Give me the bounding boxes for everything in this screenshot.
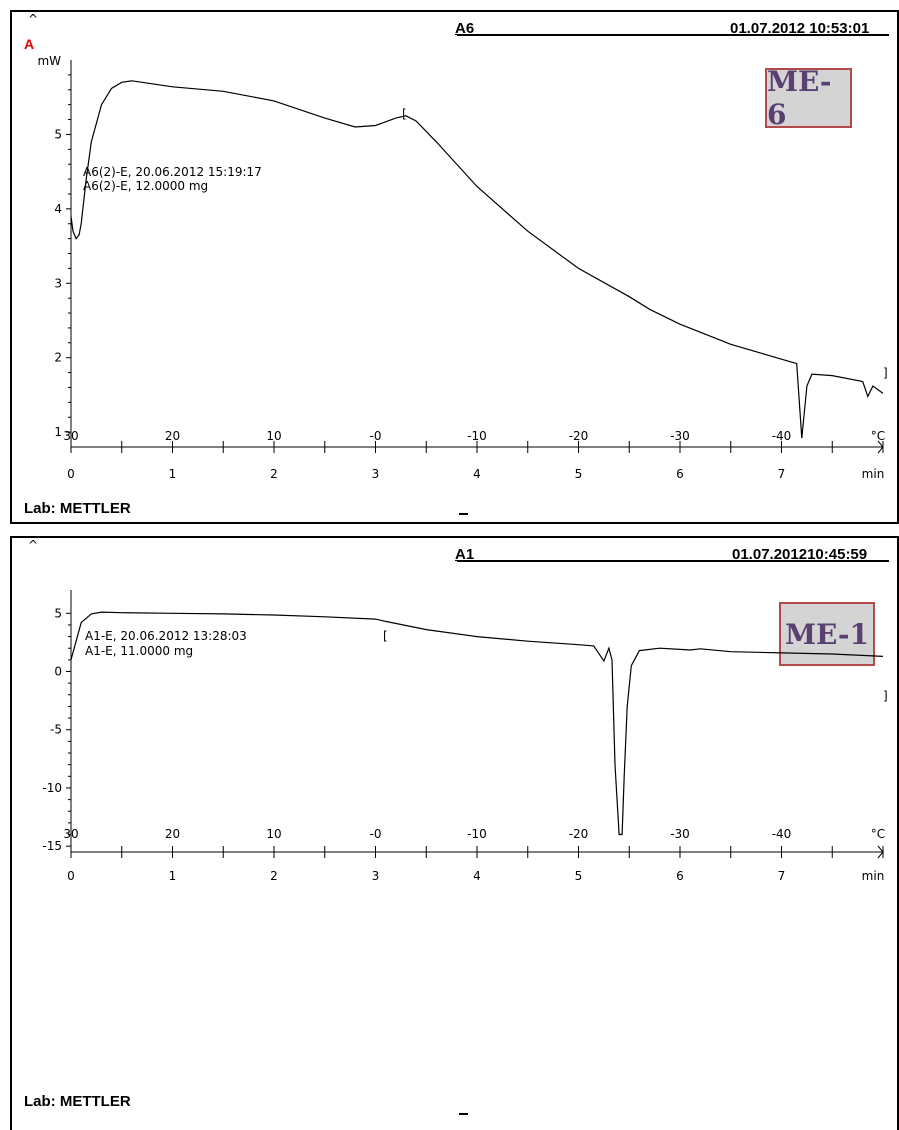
integration-start-marker: [ xyxy=(402,107,407,121)
dsc-curve xyxy=(70,80,884,439)
temp-tick-label: -30 xyxy=(670,429,690,443)
temp-tick-label: -20 xyxy=(569,827,589,841)
integration-start-marker: [ xyxy=(383,629,388,643)
chart-panel-a6: A6 01.07.2012 10:53:01 A ^ ME-6 Lab: MET… xyxy=(10,10,899,524)
title-rule xyxy=(457,34,889,36)
y-tick-label: -5 xyxy=(50,723,62,737)
temp-tick-label: 20 xyxy=(165,827,180,841)
temp-tick-label: 30 xyxy=(63,827,78,841)
temp-tick-label: -0 xyxy=(370,429,382,443)
y-tick-label: 2 xyxy=(54,351,62,365)
x-tick-label: 5 xyxy=(575,467,583,481)
y-tick-label: -10 xyxy=(42,781,62,795)
temp-tick-label: -20 xyxy=(569,429,589,443)
axis-arrow xyxy=(877,845,884,859)
x-unit-label: min xyxy=(862,869,885,883)
x-tick-label: 5 xyxy=(575,869,583,883)
y-tick-label: -15 xyxy=(42,839,62,853)
temp-tick-label: -30 xyxy=(670,827,690,841)
y-tick-label: 3 xyxy=(54,276,62,290)
temp-tick-label: 30 xyxy=(63,429,78,443)
title-rule xyxy=(457,560,889,562)
x-tick-label: 3 xyxy=(372,869,380,883)
y-tick-label: 5 xyxy=(54,606,62,620)
sample-mass-annotation: A6(2)-E, 12.0000 mg xyxy=(83,179,208,193)
lab-label: Lab: METTLER xyxy=(24,1093,131,1110)
temp-unit-label: °C xyxy=(871,429,885,443)
panel-datetime: 01.07.201210:45:59 xyxy=(732,546,868,563)
temp-tick-label: 10 xyxy=(266,429,281,443)
corner-label: A xyxy=(24,36,35,52)
x-tick-label: 3 xyxy=(372,467,380,481)
x-tick-label: 0 xyxy=(67,467,75,481)
temp-tick-label: 10 xyxy=(266,827,281,841)
x-tick-label: 1 xyxy=(169,467,177,481)
x-tick-label: 4 xyxy=(473,869,481,883)
integration-end-marker: ] xyxy=(883,689,888,703)
axis-arrow xyxy=(877,440,884,454)
chart-panel-a1: A1 01.07.201210:45:59 ^ ME-1 Lab: METTLE… xyxy=(10,536,899,1130)
x-tick-label: 2 xyxy=(270,467,278,481)
y-tick-label: 5 xyxy=(54,127,62,141)
x-tick-label: 1 xyxy=(169,869,177,883)
temp-tick-label: -10 xyxy=(467,429,487,443)
panel-title: A6 xyxy=(455,20,475,37)
temp-tick-label: -40 xyxy=(772,827,792,841)
y-unit-label: mW xyxy=(37,54,61,68)
temp-tick-label: -40 xyxy=(772,429,792,443)
x-tick-label: 4 xyxy=(473,467,481,481)
lab-label: Lab: METTLER xyxy=(24,500,131,517)
panel-datetime: 01.07.2012 10:53:01 xyxy=(730,20,870,37)
y-tick-label: 4 xyxy=(54,202,62,216)
caret-icon: ^ xyxy=(28,12,39,26)
panel-title: A1 xyxy=(455,546,475,563)
x-tick-label: 6 xyxy=(676,467,684,481)
temp-tick-label: 20 xyxy=(165,429,180,443)
me-badge: ME-6 xyxy=(765,65,852,131)
sample-name-annotation: A6(2)-E, 20.06.2012 15:19:17 xyxy=(83,165,262,179)
dsc-curve xyxy=(70,611,884,836)
integration-end-marker: ] xyxy=(883,366,888,380)
x-tick-label: 0 xyxy=(67,869,75,883)
footer-dash xyxy=(459,513,468,515)
footer-dash xyxy=(459,1113,468,1115)
temp-tick-label: -10 xyxy=(467,827,487,841)
x-tick-label: 7 xyxy=(778,467,786,481)
y-tick-label: 0 xyxy=(54,665,62,679)
x-tick-label: 6 xyxy=(676,869,684,883)
sample-mass-annotation: A1-E, 11.0000 mg xyxy=(85,644,193,658)
y-tick-label: 1 xyxy=(54,425,62,439)
x-tick-label: 2 xyxy=(270,869,278,883)
caret-icon: ^ xyxy=(28,538,39,552)
temp-unit-label: °C xyxy=(871,827,885,841)
temp-tick-label: -0 xyxy=(370,827,382,841)
sample-name-annotation: A1-E, 20.06.2012 13:28:03 xyxy=(85,629,247,643)
x-tick-label: 7 xyxy=(778,869,786,883)
x-unit-label: min xyxy=(862,467,885,481)
